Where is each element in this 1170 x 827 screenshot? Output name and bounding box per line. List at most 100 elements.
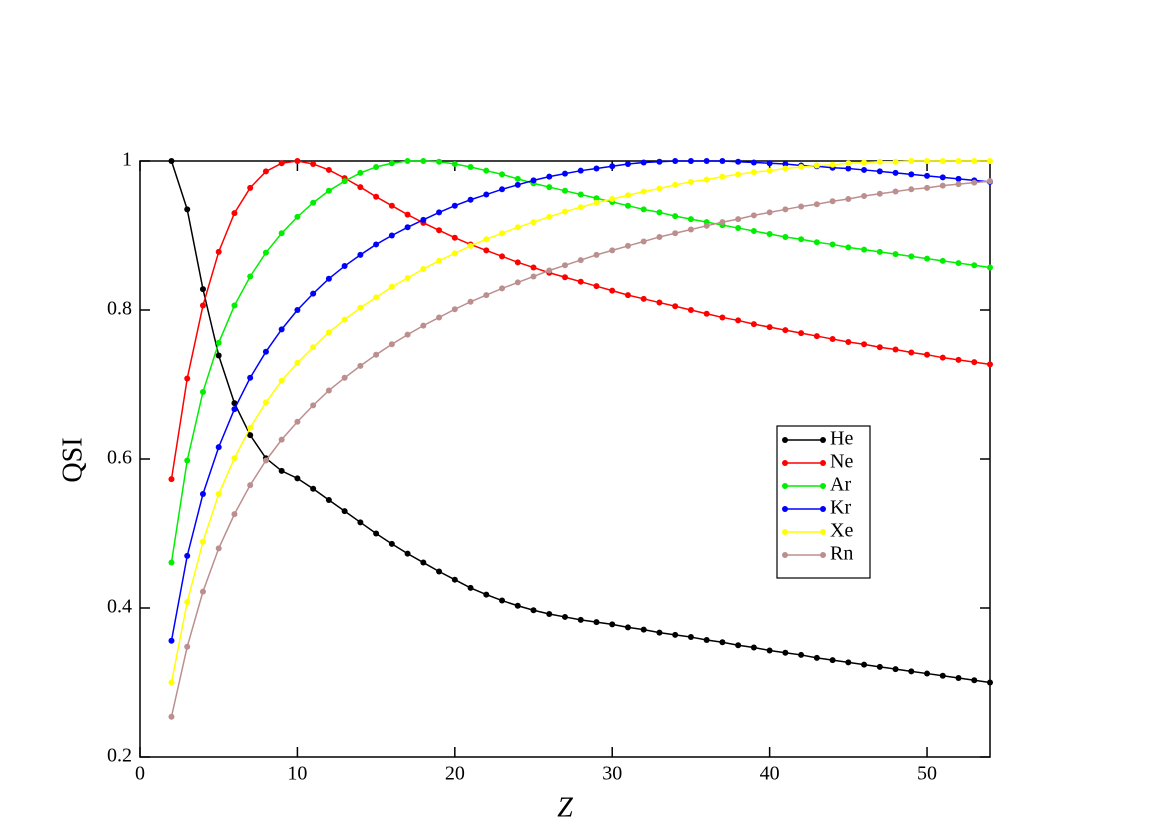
- data-point: [924, 158, 931, 164]
- data-point: [656, 209, 663, 216]
- y-tick-label: 1: [122, 149, 132, 171]
- data-point: [672, 303, 679, 310]
- data-point: [766, 231, 773, 238]
- data-point: [987, 264, 993, 271]
- data-point: [310, 160, 317, 167]
- data-point: [577, 278, 584, 285]
- data-point: [735, 216, 742, 223]
- data-point: [892, 346, 899, 353]
- x-axis-label: Z: [557, 792, 573, 823]
- data-point: [420, 158, 427, 164]
- data-point: [546, 173, 553, 180]
- data-point: [624, 242, 631, 249]
- data-point: [199, 588, 206, 595]
- data-point: [325, 329, 332, 336]
- data-point: [215, 491, 222, 498]
- data-point: [467, 163, 474, 170]
- data-point: [388, 341, 395, 348]
- data-point: [499, 171, 506, 178]
- data-point: [609, 287, 616, 294]
- data-point: [168, 637, 175, 644]
- data-point: [939, 158, 946, 164]
- x-tick-label: 30: [602, 763, 622, 785]
- data-point: [593, 619, 600, 626]
- x-tick-label: 50: [917, 763, 937, 785]
- data-point: [876, 663, 883, 670]
- data-point: [562, 262, 568, 269]
- data-point: [892, 158, 899, 165]
- data-point: [687, 307, 694, 313]
- data-point: [703, 158, 710, 164]
- data-point: [987, 361, 993, 368]
- data-point: [310, 199, 317, 206]
- data-point: [577, 204, 584, 211]
- data-point: [672, 230, 679, 237]
- data-point: [530, 177, 537, 184]
- data-point: [388, 232, 395, 239]
- data-point: [325, 496, 332, 503]
- data-point: [436, 314, 443, 321]
- data-point: [278, 160, 285, 167]
- data-point: [735, 158, 742, 165]
- data-point: [404, 274, 411, 281]
- data-point: [247, 432, 254, 439]
- data-point: [199, 302, 206, 309]
- data-point: [735, 642, 742, 649]
- data-point: [341, 316, 348, 323]
- data-point: [499, 285, 506, 292]
- y-tick-label: 0.6: [107, 447, 132, 469]
- data-point: [325, 166, 332, 173]
- data-point: [577, 191, 584, 198]
- data-point: [388, 283, 395, 290]
- data-point: [341, 374, 348, 381]
- data-point: [829, 657, 836, 664]
- data-point: [640, 188, 647, 195]
- data-point: [184, 375, 191, 382]
- data-point: [719, 158, 726, 164]
- data-point: [341, 508, 348, 515]
- data-point: [640, 238, 647, 245]
- data-point: [813, 654, 820, 661]
- data-point: [357, 184, 364, 191]
- data-point: [719, 173, 726, 180]
- data-point: [483, 292, 490, 299]
- data-point: [514, 181, 521, 188]
- data-point: [325, 387, 332, 394]
- data-point: [325, 275, 332, 282]
- data-point: [829, 161, 836, 168]
- data-point: [184, 643, 191, 650]
- data-point: [845, 339, 852, 346]
- data-point: [199, 538, 206, 545]
- data-point: [310, 290, 317, 297]
- data-point: [199, 388, 206, 395]
- data-point: [845, 160, 852, 167]
- data-point: [813, 333, 820, 340]
- legend-label: Kr: [830, 497, 851, 519]
- data-point: [703, 637, 710, 644]
- data-point: [467, 196, 474, 203]
- data-point: [687, 216, 694, 223]
- data-point: [609, 195, 616, 202]
- data-point: [373, 351, 380, 358]
- data-point: [892, 251, 899, 258]
- data-point: [404, 224, 411, 231]
- data-point: [987, 158, 993, 164]
- data-point: [499, 230, 506, 237]
- data-point: [908, 349, 915, 356]
- data-point: [546, 213, 553, 220]
- data-point: [750, 169, 757, 176]
- data-point: [813, 239, 820, 246]
- data-point: [467, 242, 474, 249]
- data-point: [546, 610, 553, 617]
- data-point: [294, 359, 301, 366]
- data-point: [404, 211, 411, 218]
- data-point: [939, 182, 946, 189]
- data-point: [624, 624, 631, 631]
- data-point: [955, 260, 962, 267]
- data-point: [861, 246, 868, 253]
- data-point: [687, 634, 694, 641]
- data-point: [562, 274, 568, 281]
- data-point: [656, 158, 663, 165]
- legend-marker: [782, 506, 788, 512]
- legend-label: Rn: [830, 543, 853, 565]
